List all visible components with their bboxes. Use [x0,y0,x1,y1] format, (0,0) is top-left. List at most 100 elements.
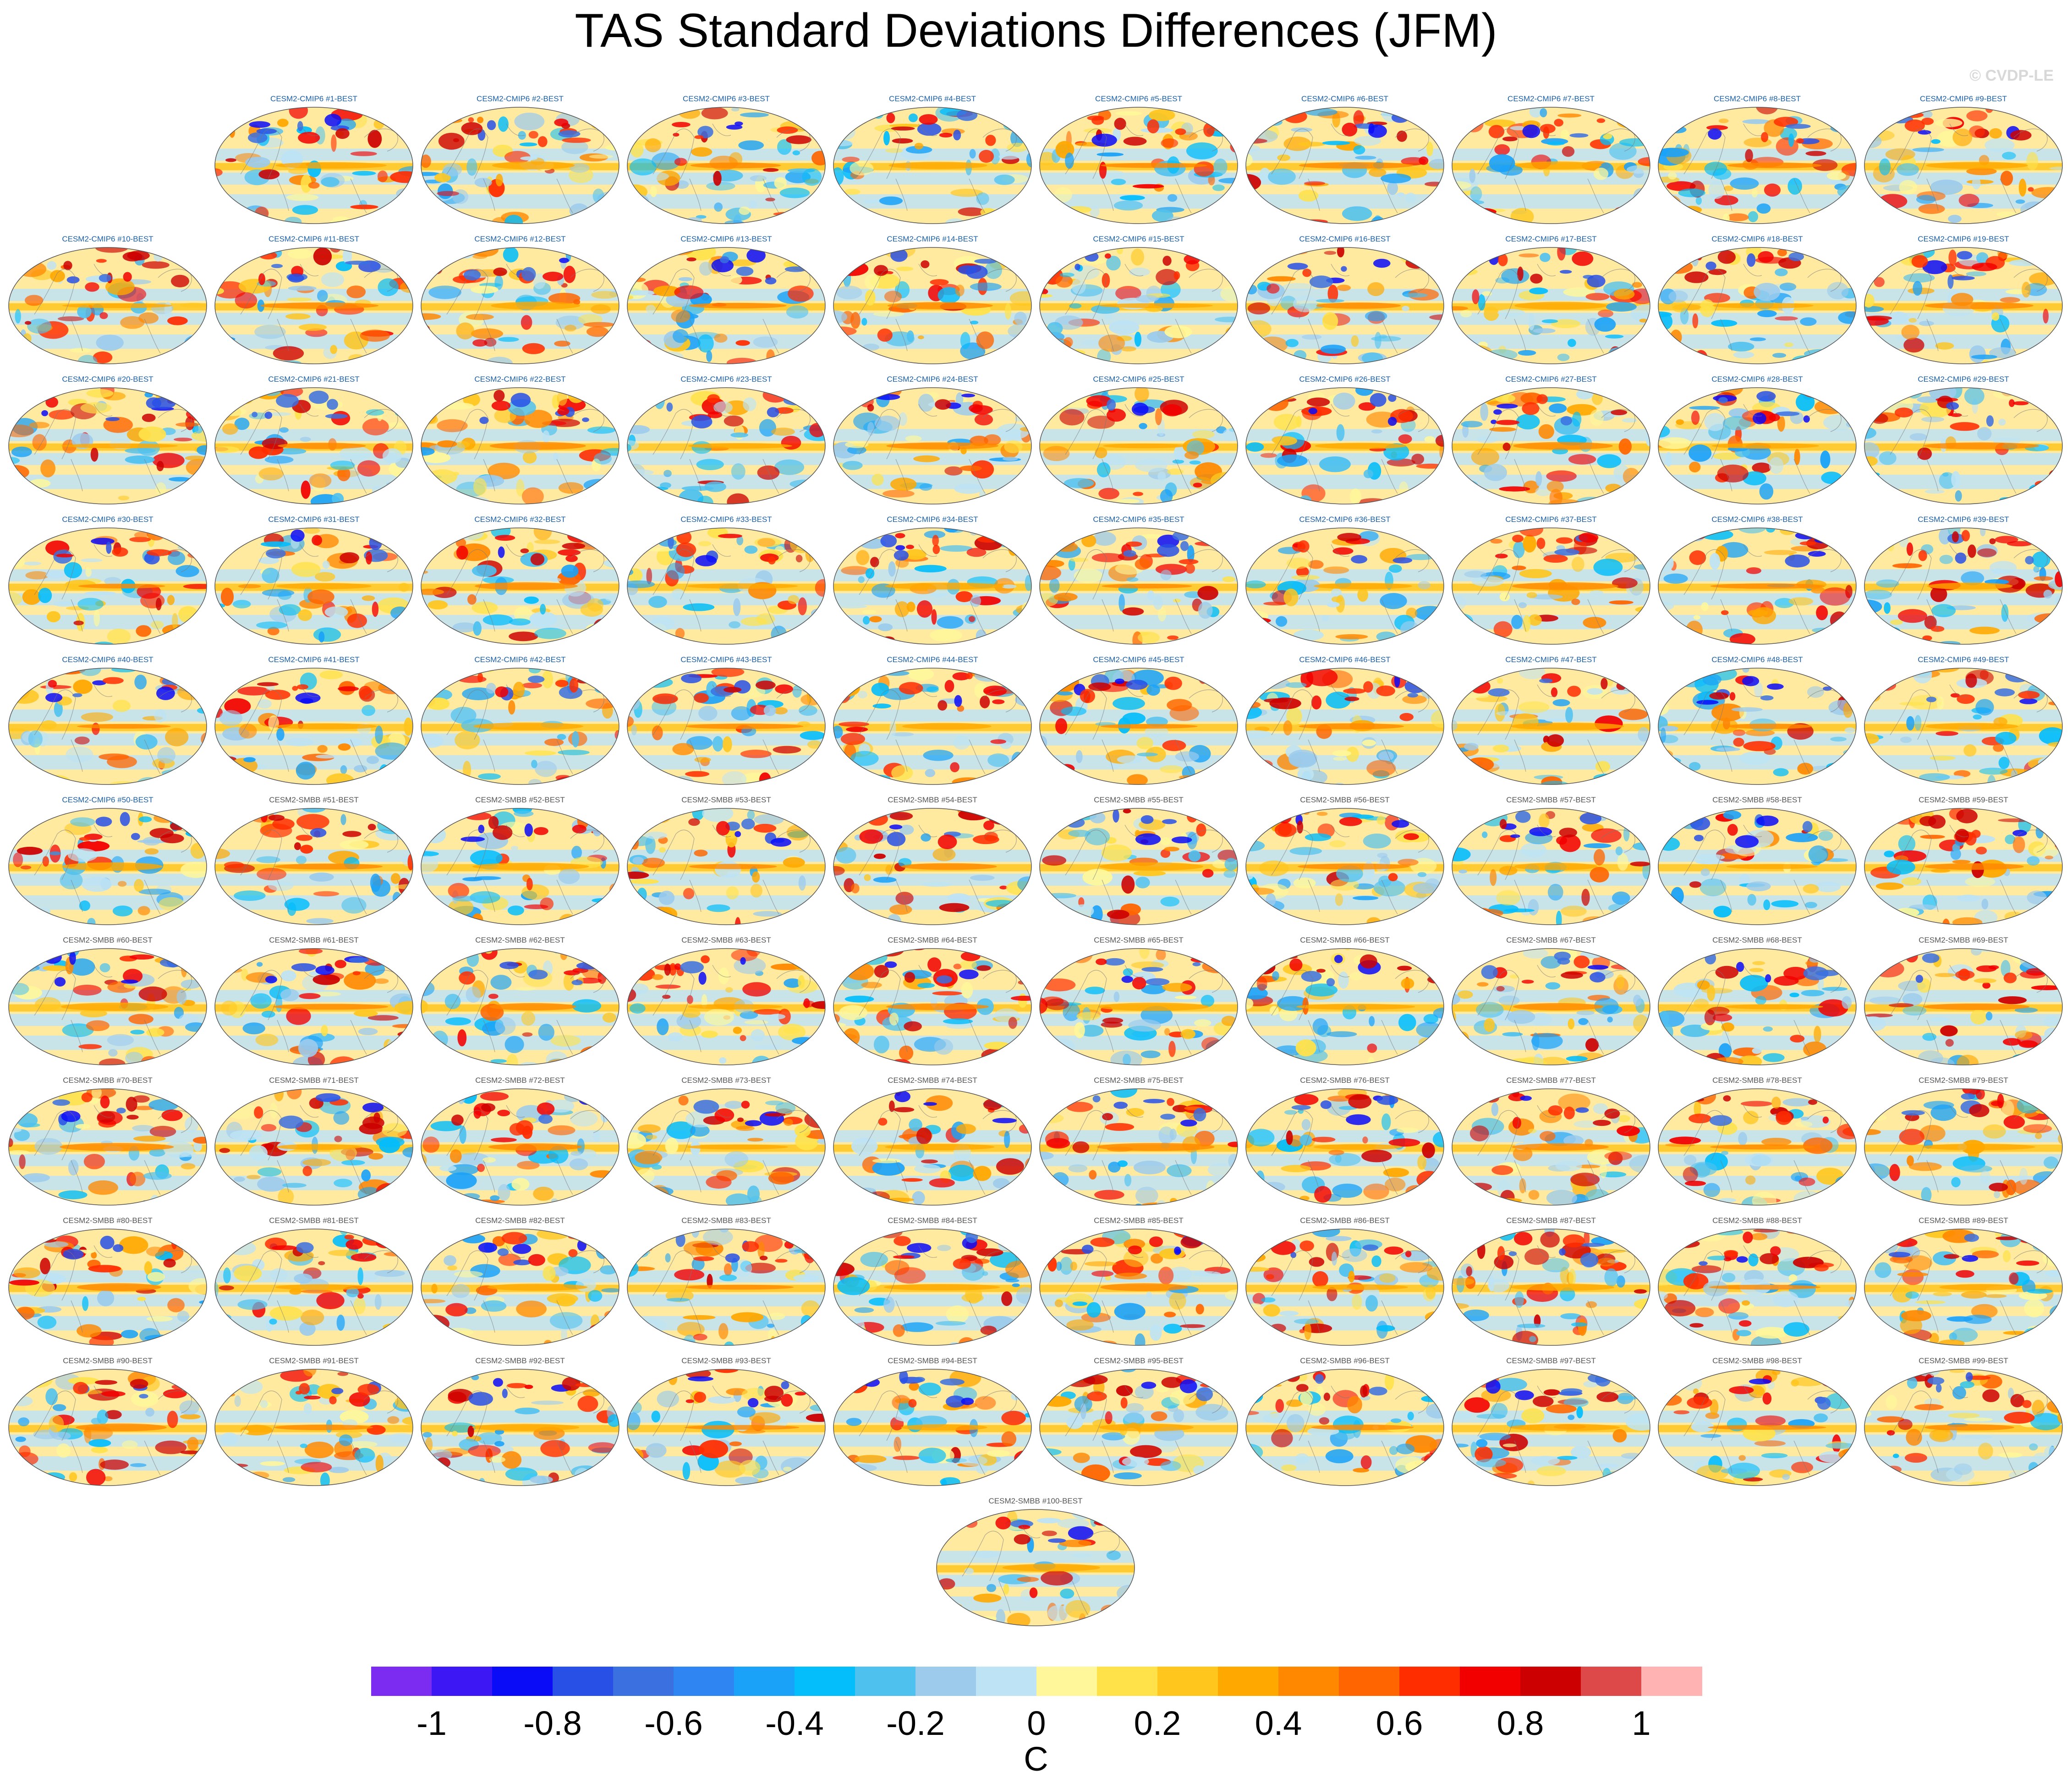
anomaly-patch [381,810,399,816]
anomaly-patch [1424,181,1444,187]
anomaly-patch [1620,210,1646,224]
anomaly-patch [136,625,152,637]
anomaly-patch [1662,260,1693,274]
strong-anomaly-patch [2023,669,2048,683]
anomaly-patch [1003,456,1018,461]
coastline [1271,269,1313,319]
strong-anomaly-patch [1989,538,1996,544]
anomaly-patch [1423,388,1444,403]
anomaly-patch [9,668,22,680]
strong-anomaly-patch [491,400,511,411]
anomaly-patch [1349,488,1362,504]
anomaly-patch [99,753,129,760]
strong-anomaly-patch [66,276,80,284]
anomaly-patch [1184,451,1199,459]
anomaly-patch [1106,256,1121,271]
anomaly-patch [2056,336,2062,344]
coastline [895,178,908,211]
anomaly-patch [627,425,650,434]
anomaly-patch [1796,393,1815,411]
anomaly-patch [899,412,907,426]
coastline [350,739,367,774]
coastline [300,263,319,276]
anomaly-patch [135,734,158,750]
strong-anomaly-patch [459,971,476,985]
anomaly-patch [262,567,280,583]
strong-anomaly-patch [252,411,258,417]
anomaly-patch [1935,731,1958,736]
anomaly-patch [1122,607,1144,616]
anomaly-patch [1129,268,1151,276]
anomaly-patch [1400,621,1420,638]
anomaly-patch [706,350,713,362]
strong-anomaly-patch [1287,263,1308,270]
anomaly-patch [607,671,619,688]
coastline [1102,318,1114,351]
strong-anomaly-patch [1808,551,1826,557]
anomaly-patch [467,361,480,364]
anomaly-patch [1879,158,1891,176]
strong-anomaly-patch [1512,534,1524,543]
anomaly-patch [1463,532,1475,542]
anomaly-patch [1686,620,1703,639]
anomaly-patch [771,625,787,643]
strong-anomaly-patch [930,279,949,285]
anomaly-patch [864,107,892,111]
strong-anomaly-patch [146,397,161,409]
anomaly-patch [940,545,973,552]
anomaly-patch [884,291,902,302]
anomaly-patch [841,566,870,575]
anomaly-patch [1864,442,1880,459]
anomaly-patch [892,138,913,144]
anomaly-patch [1924,615,1937,629]
anomaly-patch [1512,565,1526,571]
strong-anomaly-patch [477,672,483,683]
strong-anomaly-patch [271,263,283,269]
strong-anomaly-patch [1921,117,1934,125]
anomaly-patch [1885,148,1915,160]
map-panel: CESM2-CMIP6 #14-BEST [832,235,1033,367]
anomaly-patch [453,895,476,902]
anomaly-patch [1661,492,1669,504]
anomaly-patch [437,191,459,196]
anomaly-patch [554,340,570,347]
strong-anomaly-patch [1769,413,1780,422]
equatorial-anomaly [1924,863,2024,870]
anomaly-patch [1435,270,1443,284]
anomaly-patch [78,1044,102,1049]
equatorial-anomaly [886,442,999,450]
anomaly-patch [264,455,294,464]
strong-anomaly-patch [555,680,569,687]
anomaly-patch [587,326,608,337]
anomaly-patch [1668,808,1682,815]
strong-anomaly-patch [1556,537,1573,544]
anomaly-patch [1721,610,1729,615]
anomaly-patch [402,536,413,551]
anomaly-patch [424,247,446,253]
equatorial-anomaly [1927,582,2013,590]
anomaly-patch [1316,299,1344,303]
strong-anomaly-patch [147,549,172,556]
anomaly-patch [889,904,912,915]
map-border [214,668,413,785]
map-svg [1039,948,1238,1065]
anomaly-patch [1210,110,1230,116]
anomaly-patch [1260,453,1277,458]
anomaly-patch [9,275,18,282]
anomaly-patch [180,862,207,878]
coastline [446,970,488,1020]
map-svg [833,668,1032,785]
anomaly-patch [1677,817,1683,827]
anomaly-patch [1608,347,1628,360]
equatorial-anomaly [1315,443,1407,449]
anomaly-patch [1595,761,1610,772]
anomaly-patch [1948,249,1957,266]
strong-anomaly-patch [55,554,74,558]
anomaly-patch [846,962,874,981]
anomaly-patch [596,763,619,769]
anomaly-patch [1808,845,1828,864]
anomaly-patch [1820,587,1851,606]
anomaly-patch [1180,918,1207,925]
anomaly-patch [362,595,375,601]
anomaly-patch [2049,777,2062,785]
